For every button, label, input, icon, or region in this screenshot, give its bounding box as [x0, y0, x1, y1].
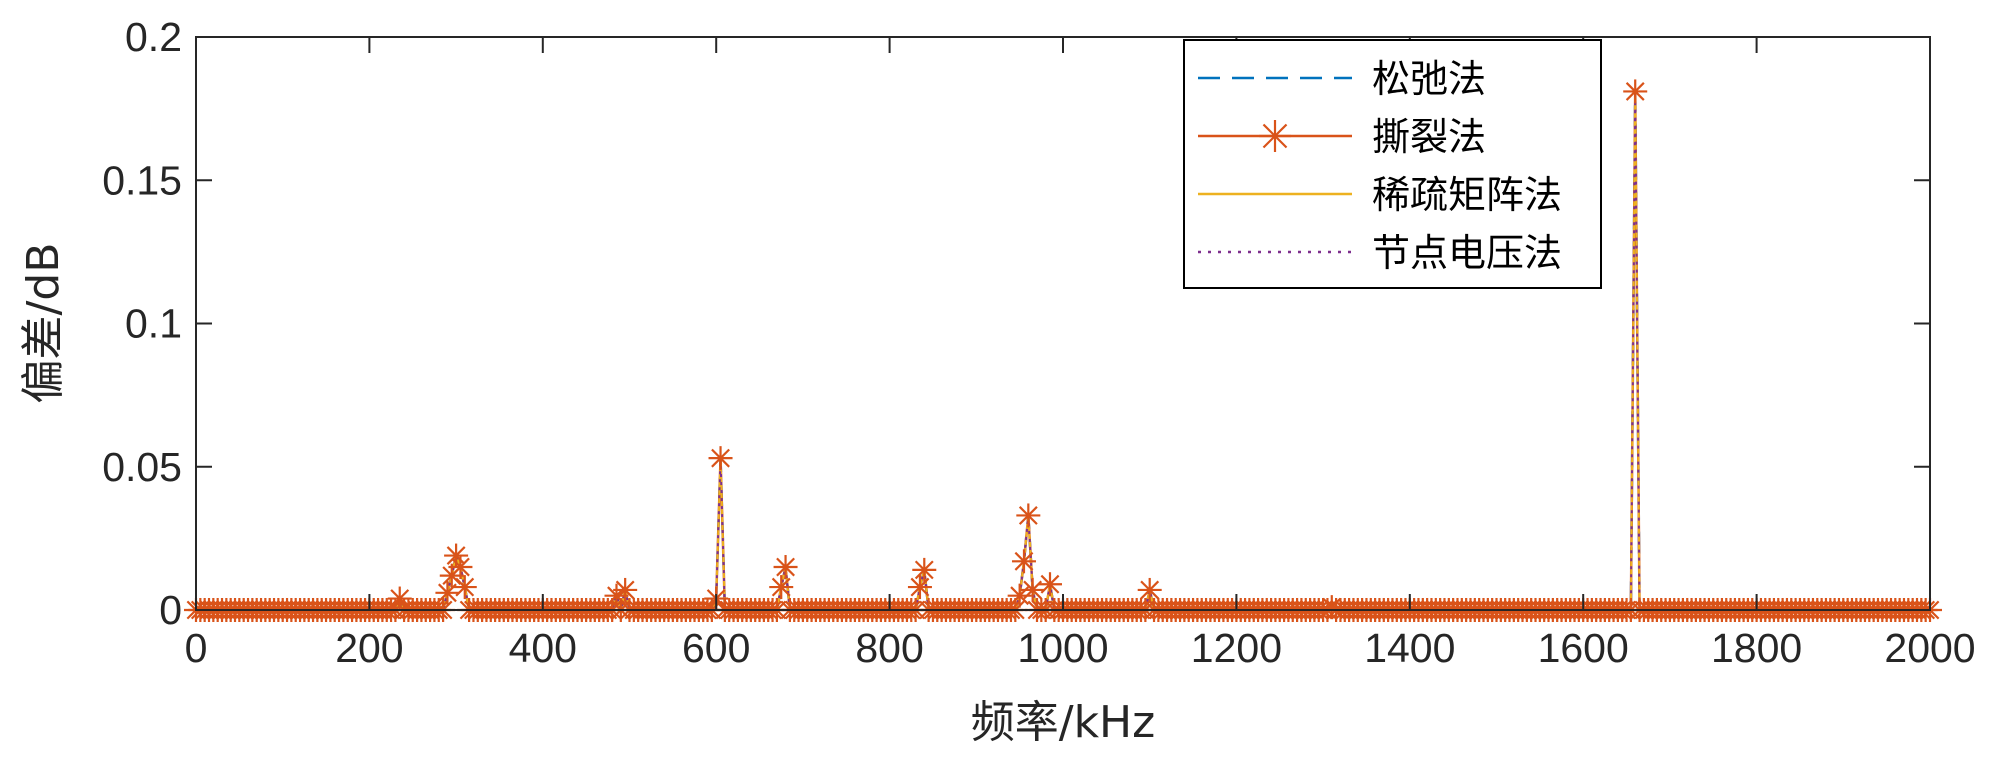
legend-label-tearing: 撕裂法	[1372, 115, 1486, 159]
legend-label-sparse-matrix: 稀疏矩阵法	[1372, 173, 1562, 217]
y-axis-label: 偏差/dB	[18, 243, 69, 404]
asterisk-stroke-d2	[455, 577, 475, 597]
x-tick-label: 2000	[1884, 625, 1975, 671]
x-tick-label: 0	[185, 625, 208, 671]
x-tick-label: 1600	[1538, 625, 1629, 671]
legend-asterisk-icon	[1259, 120, 1291, 152]
legend-box	[1183, 39, 1602, 289]
asterisk-stroke-d2	[446, 546, 466, 565]
data-point-marker	[444, 543, 469, 568]
y-tick-label: 0.15	[102, 157, 182, 203]
x-axis-label: 频率/kHz	[971, 697, 1156, 748]
data-point-marker	[912, 557, 937, 582]
asterisk-stroke-d2	[1140, 580, 1160, 600]
x-tick-label: 1400	[1364, 625, 1455, 671]
x-tick-label: 1800	[1711, 625, 1802, 671]
x-tick-label: 600	[682, 625, 750, 671]
asterisk-stroke-d2	[1040, 574, 1060, 594]
data-point-marker	[1037, 572, 1062, 597]
asterisk-stroke-d2	[615, 580, 635, 600]
legend: 松弛法 撕裂法 稀疏矩阵法 节点电压法	[1183, 39, 1602, 289]
asterisk-stroke-d2	[776, 557, 795, 577]
asterisk-stroke-d2	[1262, 123, 1288, 149]
data-point-marker	[435, 580, 460, 605]
data-point-marker	[452, 575, 477, 600]
data-point-marker	[1011, 549, 1036, 574]
data-point-marker	[1137, 577, 1162, 602]
data-point-marker	[448, 555, 473, 580]
asterisk-stroke-d2	[1018, 506, 1038, 525]
x-tick-labels: 0 200 400 600 800 1000 1200 1400 1600 1800 2000	[185, 625, 1976, 671]
asterisk-stroke-d2	[711, 448, 730, 468]
data-point-marker	[769, 575, 794, 600]
legend-label-relaxation: 松弛法	[1372, 57, 1486, 101]
asterisk-stroke-d2	[1625, 82, 1645, 101]
x-tick-label: 800	[855, 625, 923, 671]
asterisk-stroke-d2	[451, 557, 470, 577]
data-point-marker	[907, 575, 932, 600]
legend-asterisk-marker	[1259, 120, 1291, 152]
x-tick-label: 1000	[1017, 625, 1108, 671]
y-tick-label: 0.05	[102, 444, 182, 490]
x-tick-label: 400	[509, 625, 577, 671]
y-tick-label: 0	[159, 587, 182, 633]
data-point-marker	[613, 577, 638, 602]
y-tick-labels: 0 0.05 0.1 0.15 0.2	[102, 14, 182, 633]
asterisk-stroke-d2	[910, 577, 930, 597]
asterisk-stroke-d2	[771, 577, 791, 597]
asterisk-stroke-d2	[914, 560, 934, 580]
y-tick-label: 0.2	[125, 14, 182, 60]
x-tick-label: 1200	[1191, 625, 1282, 671]
data-point-marker	[708, 446, 733, 471]
asterisk-stroke-d2	[1014, 551, 1034, 571]
legend-label-nodal-voltage: 节点电压法	[1372, 231, 1562, 275]
asterisk-stroke-d2	[390, 589, 410, 608]
data-point-marker	[1623, 79, 1648, 104]
data-point-marker	[773, 555, 798, 580]
data-point-marker	[1016, 503, 1041, 528]
y-tick-label: 0.1	[125, 301, 182, 347]
x-tick-label: 200	[335, 625, 403, 671]
